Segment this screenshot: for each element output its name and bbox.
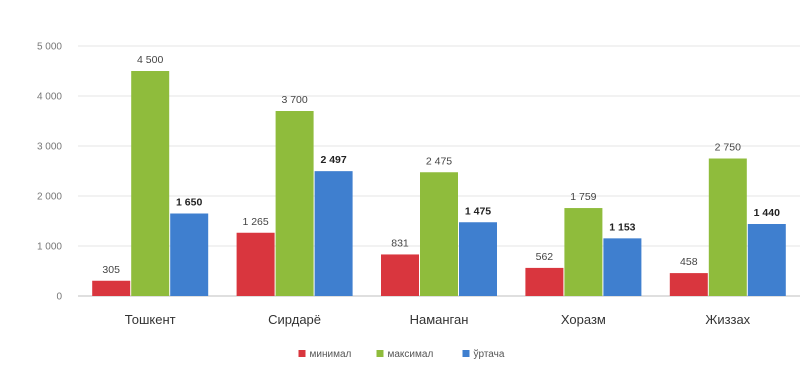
bar-min <box>92 280 131 296</box>
data-label: 4 500 <box>137 54 163 66</box>
x-category-label: Сирдарё <box>268 312 321 327</box>
y-tick-label: 4 000 <box>37 92 62 103</box>
x-category-label: Наманган <box>410 312 469 327</box>
legend-swatch <box>462 350 470 357</box>
bar-max <box>131 71 170 296</box>
bars-layer <box>92 71 786 296</box>
legend-label: ўртача <box>474 348 505 360</box>
data-label: 1 475 <box>465 205 491 217</box>
data-label: 305 <box>102 264 120 276</box>
data-label: 3 700 <box>281 94 307 106</box>
data-label: 1 650 <box>176 197 202 209</box>
data-labels-layer: 305 4 500 1 650 1 265 3 700 2 497 831 2 475 1 47… <box>102 54 780 276</box>
data-label: 831 <box>391 237 409 249</box>
bar-avg <box>747 224 786 296</box>
bar-avg <box>170 213 209 296</box>
bar-max <box>708 158 747 296</box>
bar-min <box>236 232 275 296</box>
y-tick-label: 3 000 <box>37 142 62 153</box>
data-label: 1 759 <box>570 191 596 203</box>
y-tick-label: 5 000 <box>37 42 62 53</box>
bar-min <box>525 267 564 296</box>
legend-label: минимал <box>310 349 352 360</box>
data-label: 2 497 <box>320 154 346 166</box>
legend-swatch <box>376 350 384 357</box>
legend-swatch <box>298 350 306 357</box>
bar-avg <box>314 171 353 296</box>
x-category-label: Хоразм <box>561 312 606 327</box>
legend: минимал максимал ўртача <box>298 348 505 360</box>
x-axis-categories: Тошкент Сирдарё Наманган Хоразм Жиззах <box>125 312 751 327</box>
data-label: 458 <box>680 256 698 268</box>
bar-min <box>669 273 708 296</box>
y-axis-ticks: 0 1 000 2 000 3 000 4 000 5 000 <box>37 42 62 303</box>
y-tick-label: 2 000 <box>37 192 62 203</box>
x-category-label: Тошкент <box>125 312 176 327</box>
data-label: 1 153 <box>609 221 635 233</box>
bar-min <box>381 254 419 296</box>
bar-avg <box>459 222 497 296</box>
y-tick-label: 0 <box>56 292 62 303</box>
bar-max <box>275 111 314 296</box>
bar-max <box>564 208 603 296</box>
data-label: 1 440 <box>754 207 780 219</box>
bar-max <box>420 172 458 296</box>
data-label: 2 475 <box>426 155 452 167</box>
data-label: 2 750 <box>715 142 741 154</box>
legend-label: максимал <box>388 349 434 360</box>
bar-avg <box>603 238 642 296</box>
data-label: 1 265 <box>242 216 268 228</box>
data-label: 562 <box>536 251 554 263</box>
x-category-label: Жиззах <box>705 312 750 327</box>
y-tick-label: 1 000 <box>37 242 62 253</box>
